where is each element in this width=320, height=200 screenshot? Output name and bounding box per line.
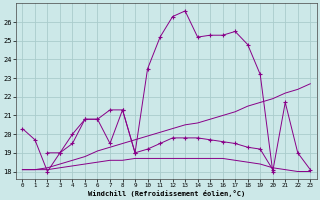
X-axis label: Windchill (Refroidissement éolien,°C): Windchill (Refroidissement éolien,°C): [88, 190, 245, 197]
